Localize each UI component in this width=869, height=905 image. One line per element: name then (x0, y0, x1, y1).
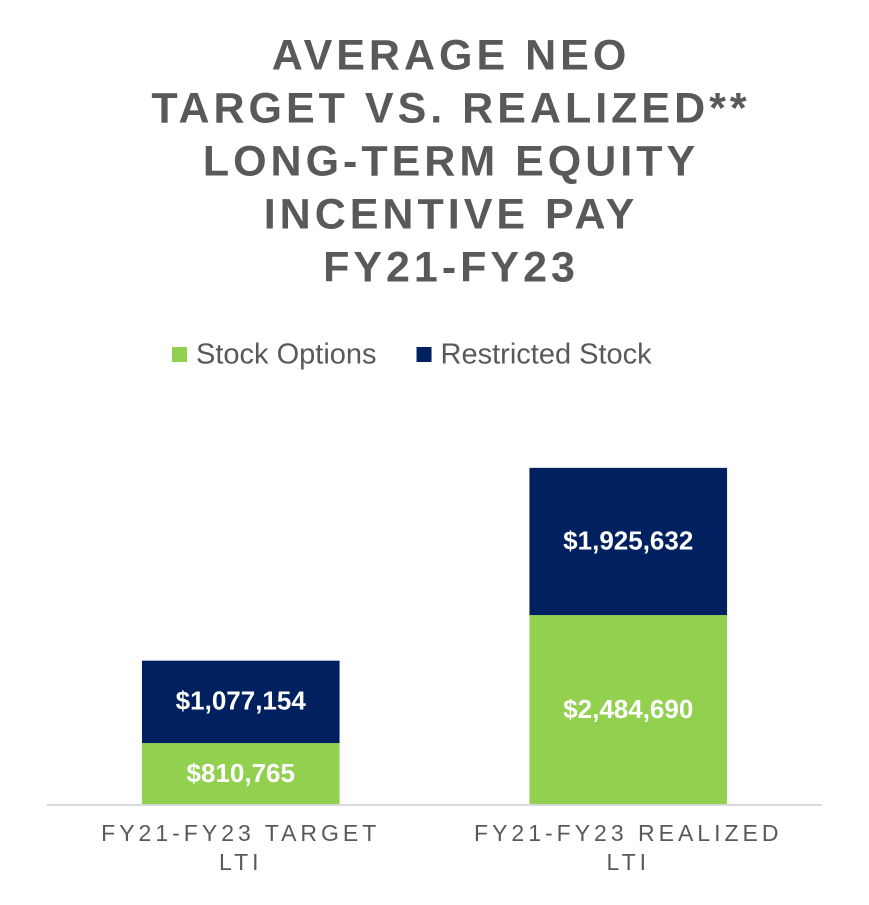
legend-label: Stock Options (196, 339, 377, 371)
legend-swatch (416, 347, 432, 362)
chart-title: LONG-TERM EQUITY (203, 137, 699, 185)
x-tick-label: LTI (606, 849, 650, 875)
bar-segment (529, 467, 728, 616)
chart-title: FY21-FY23 (323, 243, 579, 291)
data-label: $1,077,154 (176, 686, 307, 716)
chart-title: AVERAGE NEO (272, 31, 631, 79)
chart-title: TARGET VS. REALIZED** (151, 84, 750, 132)
bar-segment (141, 660, 340, 744)
x-tick-label: FY21-FY23 TARGET (101, 820, 380, 846)
data-label: $2,484,690 (563, 694, 693, 724)
legend-swatch (172, 347, 187, 362)
bar-segment (529, 615, 728, 805)
x-tick-label: LTI (219, 849, 263, 875)
data-label: $1,925,632 (563, 525, 693, 555)
bar-segment (141, 743, 340, 805)
x-tick-label: FY21-FY23 REALIZED (474, 820, 782, 846)
legend-label: Restricted Stock (441, 339, 653, 371)
data-label: $810,765 (187, 758, 295, 788)
chart-title: INCENTIVE PAY (264, 190, 639, 238)
